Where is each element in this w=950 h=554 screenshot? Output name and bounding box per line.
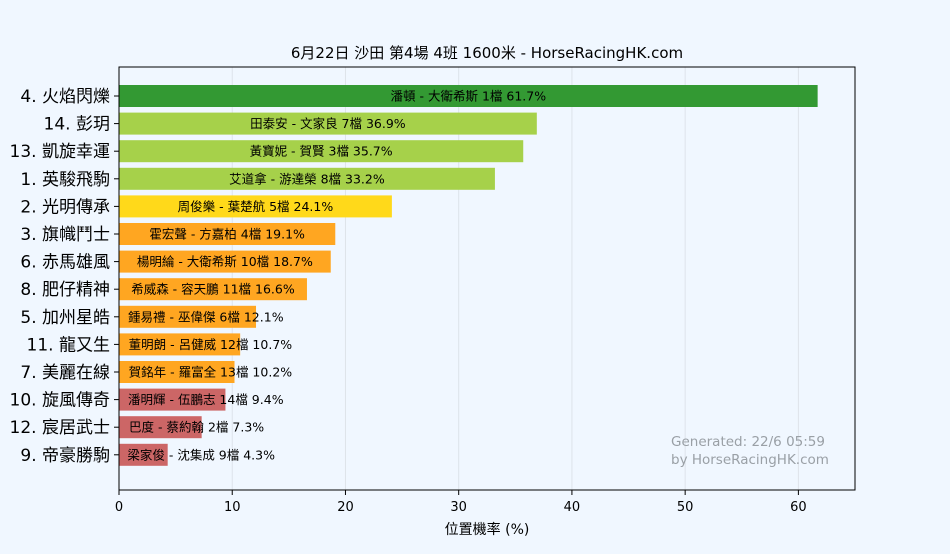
bar (119, 223, 336, 245)
x-axis-label: 位置機率 (%) (445, 521, 530, 538)
y-tick-label: 1. 英駿飛駒 (20, 170, 110, 190)
bar-labels: 潘頓 - 大衛希斯 1檔 61.7% 田泰安 - 文家良 7檔 36.9% 黃寶妮 … (127, 89, 546, 463)
bar-label: 潘頓 - 大衛希斯 1檔 61.7% (391, 89, 547, 104)
bar (119, 305, 257, 328)
bar (119, 388, 226, 411)
bar-label: 霍宏聲 - 方嘉柏 4檔 19.1% (149, 227, 305, 242)
bar-label: 楊明綸 - 大衛希斯 10檔 18.7% (137, 254, 313, 269)
bar-label: 鍾易禮 - 巫偉傑 6檔 12.1% (128, 309, 284, 324)
bar-label: 梁家俊 - 沈集成 9檔 4.3% (127, 447, 275, 462)
x-tick-label: 60 (790, 500, 807, 515)
y-tick-label: 4. 火焰閃爍 (20, 87, 110, 107)
bar-label: 黃寶妮 - 賀賢 3檔 35.7% (250, 144, 393, 159)
x-tick-labels: 0 10 20 30 40 50 60 (115, 490, 807, 515)
x-tick-label: 50 (677, 500, 694, 515)
x-tick-label: 0 (115, 500, 123, 515)
bar (119, 140, 524, 163)
annotation-generated: Generated: 22/6 05:59 (671, 434, 825, 450)
bar (119, 416, 202, 439)
y-tick-label: 13. 凱旋幸運 (10, 142, 110, 162)
grid-lines (231, 67, 799, 490)
y-tick-label: 5. 加州星皓 (20, 308, 110, 328)
y-tick-label: 6. 赤馬雄風 (20, 253, 110, 273)
plot-frame (118, 66, 856, 491)
bar (119, 85, 818, 107)
y-tick-label: 9. 帝豪勝駒 (20, 445, 110, 466)
x-tick-label: 10 (224, 500, 241, 515)
bar (119, 443, 168, 466)
chart-title: 6月22日 沙田 第4場 4班 1600米 - HorseRacingHK.co… (291, 44, 683, 62)
bar-label: 艾道拿 - 游達榮 8檔 33.2% (229, 171, 385, 186)
bar-label: 周俊樂 - 葉楚航 5檔 24.1% (178, 199, 334, 214)
y-tick-labels: 4. 火焰閃爍 14. 彭玥 13. 凱旋幸運 1. 英駿飛駒 2. 光明傳承 3. 旗幟… (10, 87, 119, 466)
y-tick-label: 2. 光明傳承 (20, 197, 110, 217)
x-tick-label: 20 (337, 500, 354, 515)
bar (119, 112, 537, 135)
bars (119, 85, 818, 466)
x-tick-label: 30 (450, 500, 467, 515)
bar (119, 195, 392, 218)
bar (119, 278, 307, 301)
y-tick-label: 7. 美麗在線 (20, 363, 110, 383)
bar-label: 賀銘年 - 羅富全 13檔 10.2% (129, 365, 293, 380)
y-tick-label: 8. 肥仔精神 (20, 280, 110, 300)
bar (119, 250, 331, 273)
bar (119, 333, 241, 356)
y-tick-label: 14. 彭玥 (44, 115, 110, 135)
bar-label: 潘明輝 - 伍鵬志 14檔 9.4% (128, 392, 284, 407)
y-tick-label: 11. 龍又生 (27, 335, 110, 355)
bar (119, 361, 235, 383)
y-tick-label: 10. 旋風傳奇 (10, 391, 110, 411)
y-tick-label: 3. 旗幟鬥士 (20, 225, 110, 245)
bar-label: 巴度 - 蔡約翰 2檔 7.3% (129, 420, 264, 435)
bar (119, 167, 495, 190)
x-tick-label: 40 (564, 500, 581, 515)
bar-label: 田泰安 - 文家良 7檔 36.9% (250, 116, 406, 131)
y-tick-label: 12. 宸居武士 (10, 418, 110, 438)
bar-label: 董明朗 - 呂健威 12檔 10.7% (129, 337, 293, 352)
bar-label: 希威森 - 容天鵬 11檔 16.6% (131, 282, 295, 297)
annotation-source: by HorseRacingHK.com (671, 452, 829, 468)
